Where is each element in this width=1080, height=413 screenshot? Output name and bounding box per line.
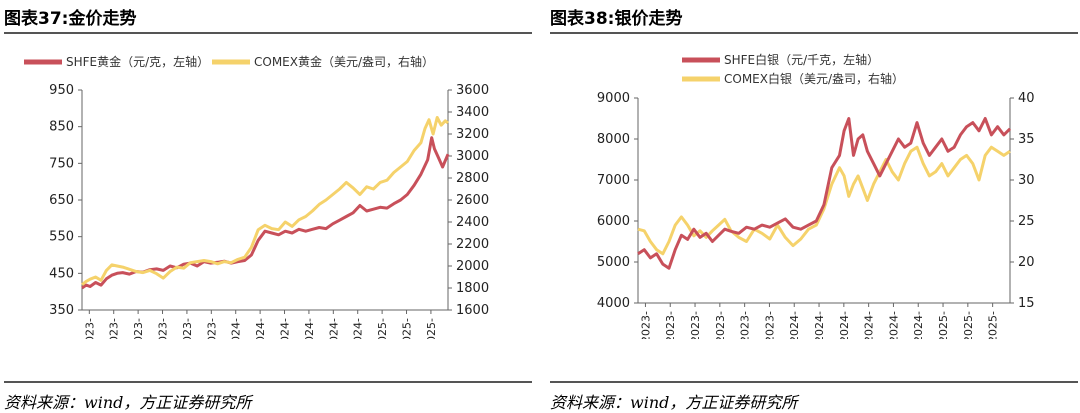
x-tick-label: 2024- — [303, 318, 316, 339]
gold-chart: SHFE黄金（元/克，左轴） COMEX黄金（美元/盎司，右轴） 350 450 550… — [24, 54, 489, 339]
x-tick-label: 2023- — [739, 311, 752, 339]
legend-label: SHFE白银（元/千克，左轴） — [724, 52, 879, 67]
x-tick-label: 2023- — [714, 311, 727, 339]
x-tick-label: 2023- — [132, 318, 145, 339]
y-tick-label-right: 30 — [1018, 173, 1035, 188]
x-tick-label: 2025- — [962, 311, 975, 339]
bottom-rule — [4, 381, 532, 383]
x-tick-label: 2024- — [863, 311, 876, 339]
y-tick-label-right: 3600 — [456, 83, 489, 98]
y-tick-label-right: 25 — [1018, 214, 1035, 229]
series-line — [81, 136, 450, 290]
y-tick-label-left: 950 — [49, 83, 74, 98]
bottom-rule — [550, 381, 1078, 383]
gold-panel: 图表37:金价走势 SHFE黄金（元/克，左轴） COMEX黄金（美元/盎司，右轴… — [4, 0, 532, 413]
x-tick-label: 2024- — [813, 311, 826, 339]
y-tick-label-right: 40 — [1018, 91, 1035, 106]
x-tick-label: 2024- — [327, 318, 340, 339]
x-tick-label: 2024- — [254, 318, 267, 339]
y-tick-label-right: 3400 — [456, 105, 489, 120]
x-tick-label: 2025- — [937, 311, 950, 339]
silver-panel: 图表38:银价走势 SHFE白银（元/千克，左轴） COMEX白银（美元/盎司，右… — [550, 0, 1078, 413]
source-note: 资料来源：wind，方正证券研究所 — [4, 393, 252, 412]
x-tick-label: 2025- — [376, 318, 389, 339]
y-tick-label-right: 1800 — [456, 281, 489, 296]
y-tick-label-right: 2400 — [456, 215, 489, 230]
x-tick-label: 2025- — [425, 318, 438, 339]
series-line — [81, 116, 449, 286]
y-tick-label-right: 2200 — [456, 237, 489, 252]
x-tick-label: 2023- — [763, 311, 776, 339]
top-rule — [4, 32, 532, 34]
y-tick-label-left: 550 — [49, 230, 74, 245]
y-tick-label-left: 850 — [49, 120, 74, 135]
y-tick-label-right: 1600 — [456, 303, 489, 318]
source-note: 资料来源：wind，方正证券研究所 — [550, 393, 798, 412]
x-tick-label: 2024- — [788, 311, 801, 339]
y-tick-label-right: 2800 — [456, 171, 489, 186]
y-tick-label-right: 3000 — [456, 149, 489, 164]
y-tick-label-right: 35 — [1018, 132, 1035, 147]
x-tick-label: 2023- — [639, 311, 652, 339]
y-tick-label-left: 750 — [49, 156, 74, 171]
chart-title: 图表38:银价走势 — [550, 9, 683, 29]
y-tick-label-left: 5000 — [597, 255, 630, 270]
x-tick-label: 2024- — [230, 318, 243, 339]
x-tick-label: 2024- — [838, 311, 851, 339]
y-tick-label-right: 2000 — [456, 259, 489, 274]
legend-label: SHFE黄金（元/克，左轴） — [66, 54, 209, 69]
x-tick-label: 2025- — [987, 311, 1000, 339]
y-tick-label-left: 4000 — [597, 296, 630, 311]
x-tick-label: 2023- — [108, 318, 121, 339]
y-tick-label-left: 650 — [49, 193, 74, 208]
x-tick-label: 2024- — [352, 318, 365, 339]
chart-title: 图表37:金价走势 — [4, 9, 137, 29]
x-tick-label: 2024- — [912, 311, 925, 339]
y-tick-label-left: 6000 — [597, 214, 630, 229]
series-line — [637, 117, 1012, 270]
y-tick-label-left: 450 — [49, 266, 74, 281]
y-tick-label-left: 350 — [49, 303, 74, 318]
x-tick-label: 2023- — [181, 318, 194, 339]
y-tick-label-left: 7000 — [597, 173, 630, 188]
x-tick-label: 2024- — [279, 318, 292, 339]
y-tick-label-right: 3200 — [456, 127, 489, 142]
x-tick-label: 2025- — [401, 318, 414, 339]
x-tick-label: 2023- — [689, 311, 702, 339]
top-rule — [550, 32, 1078, 34]
x-tick-label: 2024- — [887, 311, 900, 339]
y-tick-label-right: 2600 — [456, 193, 489, 208]
silver-chart: SHFE白银（元/千克，左轴） COMEX白银（美元/盎司，右轴） 4000 5000… — [597, 52, 1035, 339]
y-tick-label-left: 8000 — [597, 132, 630, 147]
x-tick-label: 2023- — [83, 318, 96, 339]
x-tick-label: 2023- — [205, 318, 218, 339]
y-tick-label-left: 9000 — [597, 91, 630, 106]
x-tick-label: 2023- — [157, 318, 170, 339]
y-tick-label-right: 15 — [1018, 296, 1035, 311]
legend-label: COMEX白银（美元/盎司，右轴） — [724, 71, 904, 86]
legend-label: COMEX黄金（美元/盎司，右轴） — [254, 54, 434, 69]
x-tick-label: 2023- — [664, 311, 677, 339]
y-tick-label-right: 20 — [1018, 255, 1035, 270]
